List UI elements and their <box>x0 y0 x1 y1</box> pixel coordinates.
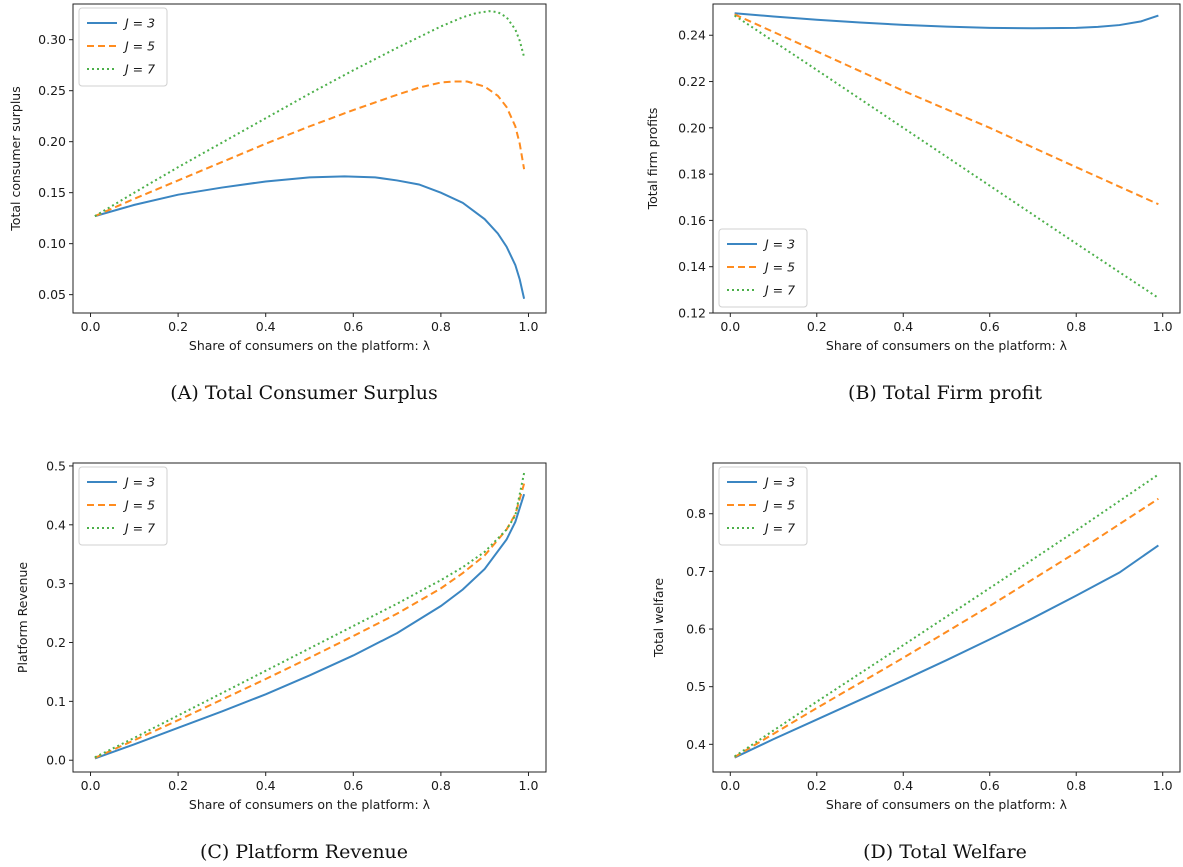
x-tick-label: 1.0 <box>519 319 539 334</box>
legend: J = 3 J = 5 J = 7 <box>78 466 168 546</box>
legend-label-j3: J = 3 <box>762 475 795 490</box>
caption-a: (A) Total Consumer Surplus <box>170 382 437 404</box>
legend-label-j7: J = 7 <box>762 283 795 298</box>
y-axis-label: Total consumer surplus <box>8 86 23 231</box>
legend-box <box>718 228 808 308</box>
y-tick-label: 0.4 <box>46 517 66 532</box>
legend: J = 3 J = 5 J = 7 <box>718 228 808 308</box>
y-tick-label: 0.7 <box>686 564 706 579</box>
chart-panel-a: 0.0 0.2 0.4 0.6 0.8 1.0 0.05 0.10 0.15 0.20 0.25 0.… <box>8 3 547 353</box>
x-tick-label: 1.0 <box>519 778 539 793</box>
legend-box <box>718 466 808 546</box>
y-tick-label: 0.05 <box>38 287 66 302</box>
legend: J = 3 J = 5 J = 7 <box>78 7 168 87</box>
y-tick-label: 0.6 <box>686 622 706 637</box>
x-axis-label: Share of consumers on the platform: λ <box>189 797 431 812</box>
legend-box <box>78 7 168 87</box>
series-line-j5 <box>734 13 1159 206</box>
x-tick-label: 0.4 <box>256 319 276 334</box>
y-tick-label: 0.15 <box>38 185 66 200</box>
x-tick-label: 0.8 <box>431 778 451 793</box>
series-line-j3 <box>94 493 526 760</box>
legend-label-j3: J = 3 <box>122 475 155 490</box>
chart-panel-c: 0.0 0.2 0.4 0.6 0.8 1.0 0.0 0.1 0.2 0.3 0.4 0.5 Shar… <box>15 458 547 812</box>
legend-label-j7: J = 7 <box>762 521 795 536</box>
x-tick-label: 0.6 <box>343 319 363 334</box>
x-tick-label: 0.0 <box>720 778 740 793</box>
y-tick-label: 0.18 <box>678 167 706 182</box>
legend-label-j7: J = 7 <box>122 521 155 536</box>
x-tick-label: 0.0 <box>720 319 740 334</box>
y-tick-label: 0.8 <box>686 506 706 521</box>
x-tick-label: 0.4 <box>893 778 913 793</box>
series-line-j3 <box>734 544 1159 759</box>
y-tick-label: 0.5 <box>686 679 706 694</box>
series-line-j7 <box>94 472 526 759</box>
caption-c: (C) Platform Revenue <box>200 841 408 863</box>
legend-label-j7: J = 7 <box>122 62 155 77</box>
x-tick-label: 0.6 <box>343 778 363 793</box>
chart-panel-b: 0.0 0.2 0.4 0.6 0.8 1.0 0.12 0.14 0.16 0.18 0.20 0.… <box>645 3 1181 353</box>
y-tick-label: 0.24 <box>678 28 706 43</box>
y-tick-label: 0.20 <box>38 134 66 149</box>
legend-label-j5: J = 5 <box>762 260 795 275</box>
y-tick-label: 0.10 <box>38 236 66 251</box>
x-tick-label: 0.4 <box>256 778 276 793</box>
x-axis-label: Share of consumers on the platform: λ <box>826 797 1068 812</box>
y-tick-label: 0.25 <box>38 83 66 98</box>
series-line-j7 <box>734 473 1159 758</box>
x-tick-label: 0.2 <box>168 319 188 334</box>
y-tick-label: 0.14 <box>678 259 706 274</box>
y-tick-label: 0.30 <box>38 32 66 47</box>
x-tick-label: 0.8 <box>1066 319 1086 334</box>
series-line-j3 <box>734 12 1159 30</box>
x-tick-label: 0.6 <box>980 778 1000 793</box>
y-axis-label: Platform Revenue <box>15 562 30 673</box>
y-tick-label: 0.5 <box>46 458 66 473</box>
x-tick-label: 0.2 <box>807 778 827 793</box>
y-tick-label: 0.2 <box>46 635 66 650</box>
x-tick-label: 0.2 <box>807 319 827 334</box>
x-tick-label: 1.0 <box>1153 778 1173 793</box>
x-tick-label: 0.0 <box>81 778 101 793</box>
legend: J = 3 J = 5 J = 7 <box>718 466 808 546</box>
x-tick-label: 0.0 <box>81 319 101 334</box>
x-axis-label: Share of consumers on the platform: λ <box>189 338 431 353</box>
x-tick-label: 0.8 <box>431 319 451 334</box>
y-tick-label: 0.12 <box>678 306 706 321</box>
x-tick-label: 0.2 <box>168 778 188 793</box>
y-tick-label: 0.20 <box>678 120 706 135</box>
axes-frame <box>712 462 1181 773</box>
x-tick-label: 0.4 <box>893 319 913 334</box>
x-axis-label: Share of consumers on the platform: λ <box>826 338 1068 353</box>
y-axis-label: Total welfare <box>651 578 666 658</box>
y-tick-label: 0.0 <box>46 753 66 768</box>
legend-label-j5: J = 5 <box>122 498 155 513</box>
legend-box <box>78 466 168 546</box>
y-tick-label: 0.1 <box>46 694 66 709</box>
legend-label-j3: J = 3 <box>122 16 155 31</box>
legend-label-j5: J = 5 <box>122 39 155 54</box>
legend-label-j3: J = 3 <box>762 237 795 252</box>
series-line-j3 <box>94 175 526 299</box>
caption-b: (B) Total Firm profit <box>848 382 1042 404</box>
series-line-j5 <box>734 497 1159 758</box>
axes-frame <box>72 462 547 773</box>
y-tick-label: 0.3 <box>46 576 66 591</box>
x-tick-label: 1.0 <box>1153 319 1173 334</box>
y-tick-label: 0.16 <box>678 213 706 228</box>
y-axis-label: Total firm profits <box>645 108 660 211</box>
y-tick-label: 0.22 <box>678 74 706 89</box>
x-tick-label: 0.8 <box>1066 778 1086 793</box>
axes-frame <box>72 3 547 314</box>
y-tick-label: 0.4 <box>686 737 706 752</box>
caption-d: (D) Total Welfare <box>863 841 1027 863</box>
axes-frame <box>712 3 1181 314</box>
series-line-j5 <box>94 80 526 218</box>
legend-label-j5: J = 5 <box>762 498 795 513</box>
chart-panel-d: 0.0 0.2 0.4 0.6 0.8 1.0 0.4 0.5 0.6 0.7 0.8 Share o… <box>651 462 1181 812</box>
x-tick-label: 0.6 <box>980 319 1000 334</box>
